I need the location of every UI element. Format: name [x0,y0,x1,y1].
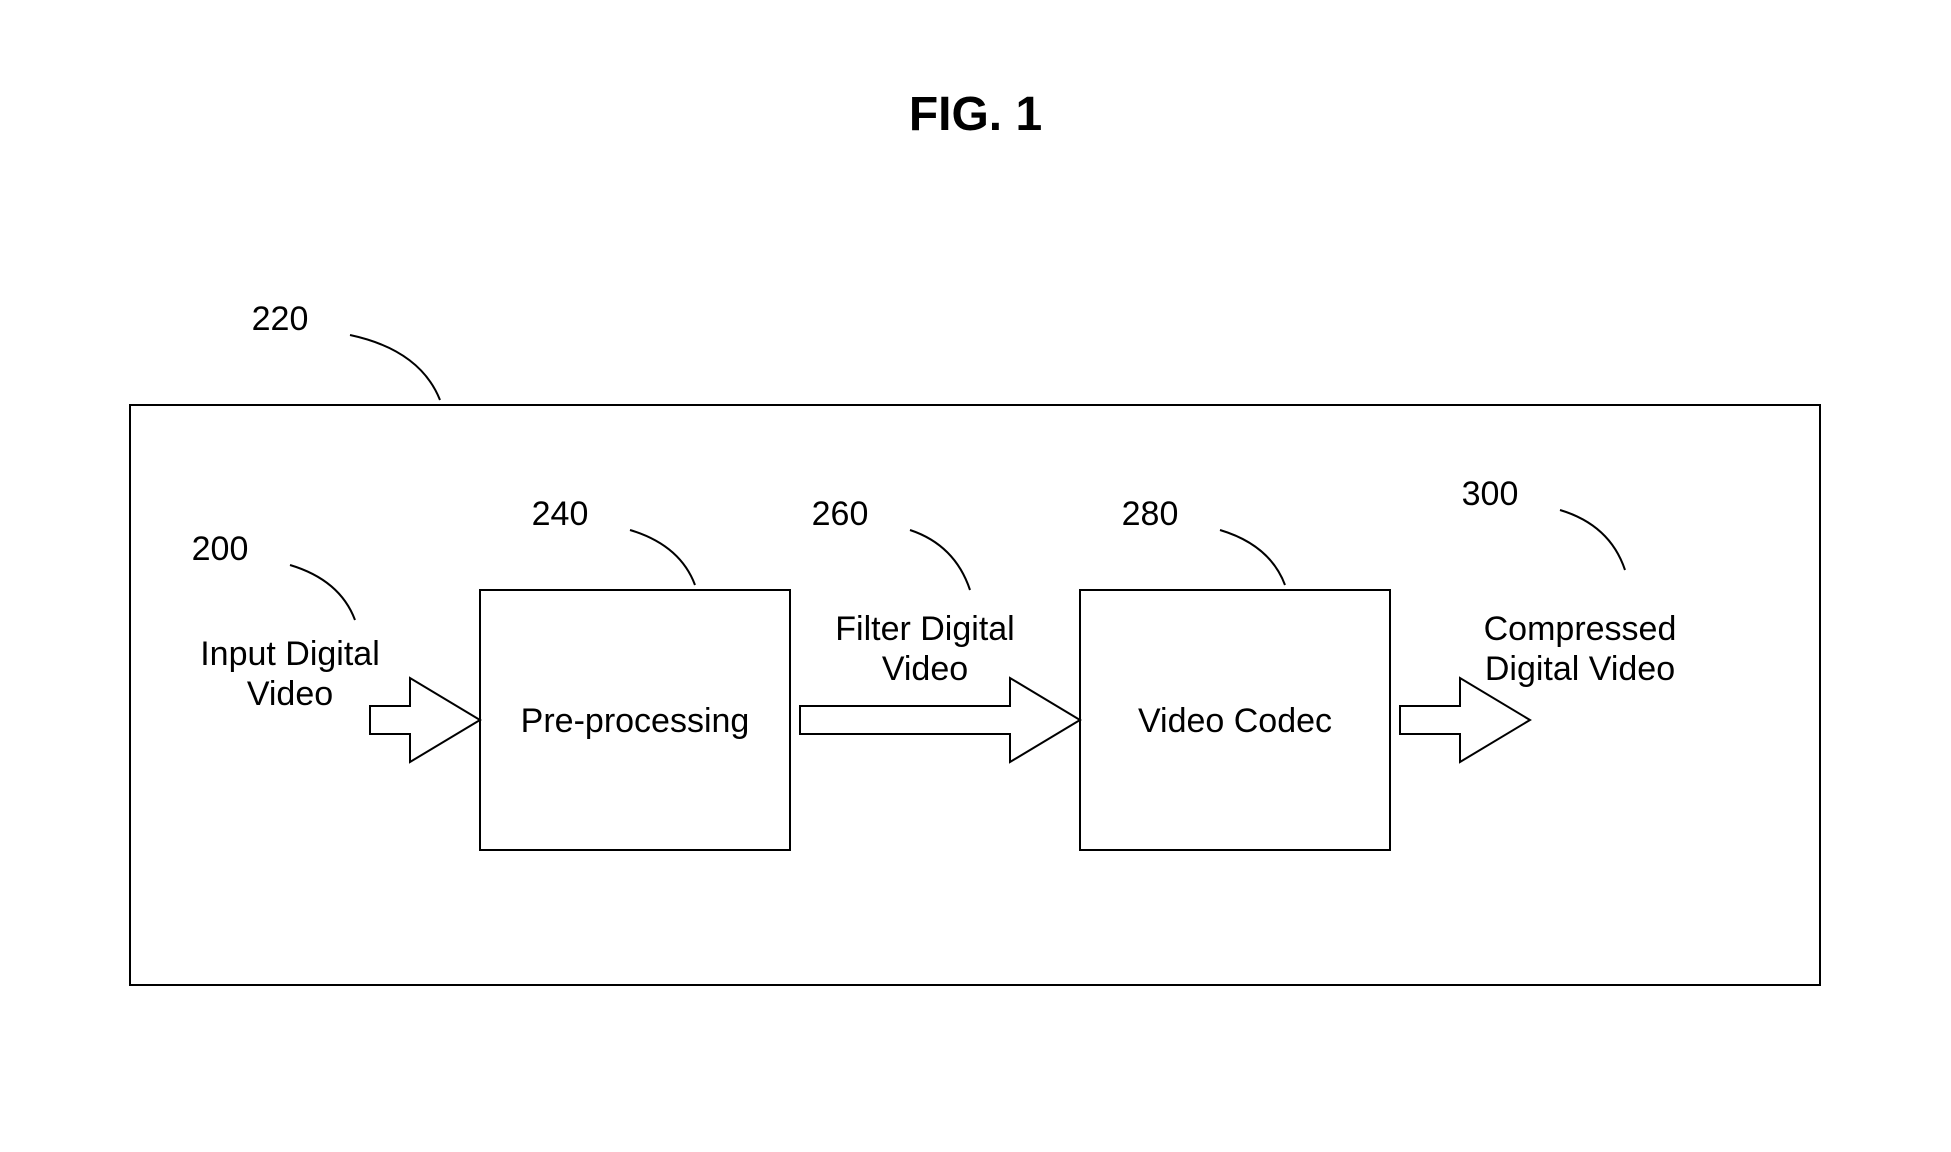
label-input: Video [247,675,333,713]
label-filter: Video [882,650,968,688]
label-input: Input Digital [200,635,380,673]
node-codec-label: Video Codec [1138,702,1332,740]
ref-240: 240 [532,495,589,533]
ref-200: 200 [192,530,249,568]
ref-220: 220 [252,300,309,338]
label-output: Compressed [1484,610,1677,648]
ref-280: 280 [1122,495,1179,533]
figure-title: FIG. 1 [909,88,1042,141]
label-filter: Filter Digital [835,610,1014,648]
canvas-bg [0,0,1951,1152]
label-output: Digital Video [1485,650,1675,688]
ref-260: 260 [812,495,869,533]
node-preproc-label: Pre-processing [521,702,750,740]
ref-300: 300 [1462,475,1519,513]
